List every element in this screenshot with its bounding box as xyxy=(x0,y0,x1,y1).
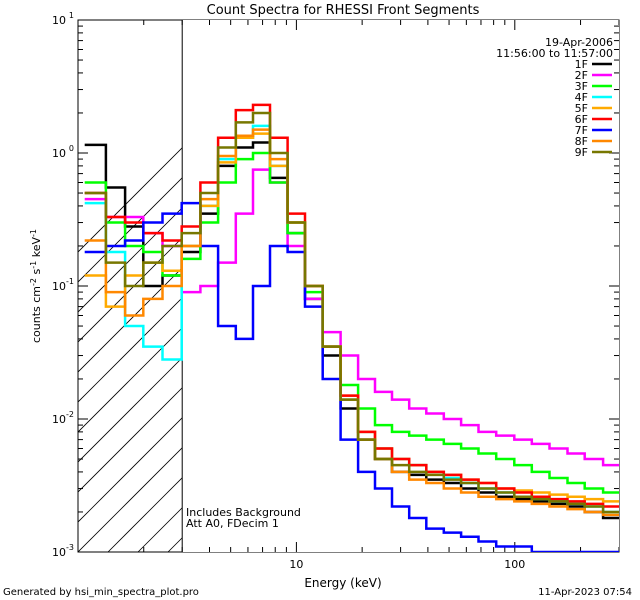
y-tick-label: 10 xyxy=(52,14,66,27)
legend-label-9F: 9F xyxy=(575,146,588,159)
legend-label-1F: 1F xyxy=(575,58,588,71)
hatch-line xyxy=(617,550,619,552)
series-layer xyxy=(84,103,619,552)
x-tick-label: 100 xyxy=(504,558,525,571)
legend-label-2F: 2F xyxy=(575,69,588,82)
footer-generator: Generated by hsi_min_spectra_plot.pro xyxy=(3,587,199,598)
legend: 19-Apr-2006 11:56:00 to 11:57:00 1F2F3F4… xyxy=(496,36,613,159)
series-line-2F xyxy=(84,168,619,467)
y-tick-label: 10 xyxy=(52,413,66,426)
y-tick-label: 10 xyxy=(52,280,66,293)
legend-date: 19-Apr-2006 xyxy=(545,36,613,49)
annotation-background: Includes Background xyxy=(186,506,301,519)
x-axis-label: Energy (keV) xyxy=(304,576,381,590)
x-tick-label: 10 xyxy=(289,558,303,571)
annotation-attenuator: Att A0, FDecim 1 xyxy=(186,517,279,530)
y-tick-exponent: -2 xyxy=(66,410,74,419)
y-tick-exponent: 0 xyxy=(69,144,74,153)
y-tick-label: 10 xyxy=(52,147,66,160)
y-tick-label: 10 xyxy=(52,546,66,559)
y-axis-label: counts cm-2 s-1 keV-1 xyxy=(29,229,44,343)
legend-label-8F: 8F xyxy=(575,135,588,148)
legend-label-4F: 4F xyxy=(575,91,588,104)
legend-label-7F: 7F xyxy=(575,124,588,137)
legend-label-6F: 6F xyxy=(575,113,588,126)
y-tick-exponent: -3 xyxy=(66,543,74,552)
y-tick-exponent: 1 xyxy=(69,11,74,20)
chart-title: Count Spectra for RHESSI Front Segments xyxy=(207,3,480,18)
y-tick-exponent: -1 xyxy=(66,277,74,286)
series-line-9F xyxy=(84,111,619,514)
footer-timestamp: 11-Apr-2023 07:54 xyxy=(538,587,632,598)
legend-label-5F: 5F xyxy=(575,102,588,115)
legend-label-3F: 3F xyxy=(575,80,588,93)
legend-time-range: 11:56:00 to 11:57:00 xyxy=(496,47,613,60)
